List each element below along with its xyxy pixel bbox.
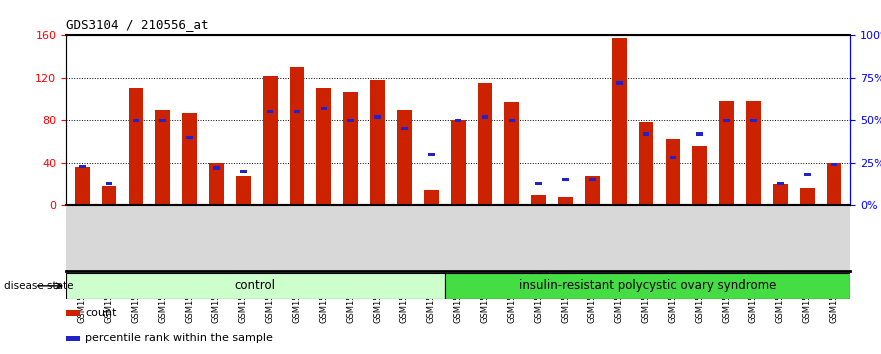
Bar: [562, 178, 569, 181]
Bar: [803, 173, 811, 176]
Bar: [751, 119, 757, 122]
Bar: [263, 76, 278, 205]
Bar: [616, 81, 623, 85]
Bar: [66, 273, 445, 299]
Bar: [559, 197, 573, 205]
Bar: [347, 119, 354, 122]
Bar: [831, 163, 837, 166]
Bar: [401, 127, 408, 130]
Bar: [451, 120, 465, 205]
Bar: [424, 190, 439, 205]
Bar: [290, 67, 305, 205]
Bar: [639, 122, 654, 205]
Bar: [397, 110, 411, 205]
Bar: [670, 156, 677, 159]
Bar: [236, 176, 251, 205]
Bar: [697, 132, 703, 136]
Text: percentile rank within the sample: percentile rank within the sample: [85, 333, 273, 343]
Bar: [370, 80, 385, 205]
Bar: [79, 165, 85, 168]
Text: insulin-resistant polycystic ovary syndrome: insulin-resistant polycystic ovary syndr…: [519, 279, 776, 292]
Bar: [643, 132, 649, 136]
Bar: [101, 186, 116, 205]
Bar: [267, 110, 273, 113]
Bar: [719, 101, 734, 205]
Bar: [66, 310, 80, 316]
Bar: [455, 119, 462, 122]
Bar: [589, 178, 596, 181]
Bar: [316, 88, 331, 205]
Bar: [344, 92, 358, 205]
Bar: [240, 170, 247, 173]
Bar: [692, 146, 707, 205]
Bar: [531, 195, 546, 205]
Bar: [209, 163, 224, 205]
Bar: [186, 136, 193, 139]
Bar: [536, 182, 542, 185]
Bar: [746, 101, 761, 205]
Bar: [445, 273, 850, 299]
Bar: [75, 167, 90, 205]
Bar: [106, 182, 113, 185]
Bar: [585, 176, 600, 205]
Bar: [665, 139, 680, 205]
Bar: [182, 113, 197, 205]
Text: count: count: [85, 308, 117, 318]
Bar: [773, 184, 788, 205]
Bar: [800, 188, 815, 205]
Bar: [321, 107, 327, 110]
Bar: [155, 110, 170, 205]
Bar: [213, 166, 219, 170]
Bar: [428, 153, 434, 156]
Bar: [826, 163, 841, 205]
Bar: [611, 38, 626, 205]
Bar: [129, 88, 144, 205]
Bar: [374, 115, 381, 119]
Bar: [478, 83, 492, 205]
Bar: [482, 115, 488, 119]
Bar: [293, 110, 300, 113]
Bar: [505, 102, 519, 205]
Text: control: control: [235, 279, 276, 292]
Text: disease state: disease state: [4, 281, 74, 291]
Bar: [723, 119, 730, 122]
Bar: [777, 182, 784, 185]
Bar: [159, 119, 166, 122]
Bar: [66, 336, 80, 341]
Bar: [132, 119, 139, 122]
Text: GDS3104 / 210556_at: GDS3104 / 210556_at: [66, 18, 209, 31]
Bar: [508, 119, 515, 122]
